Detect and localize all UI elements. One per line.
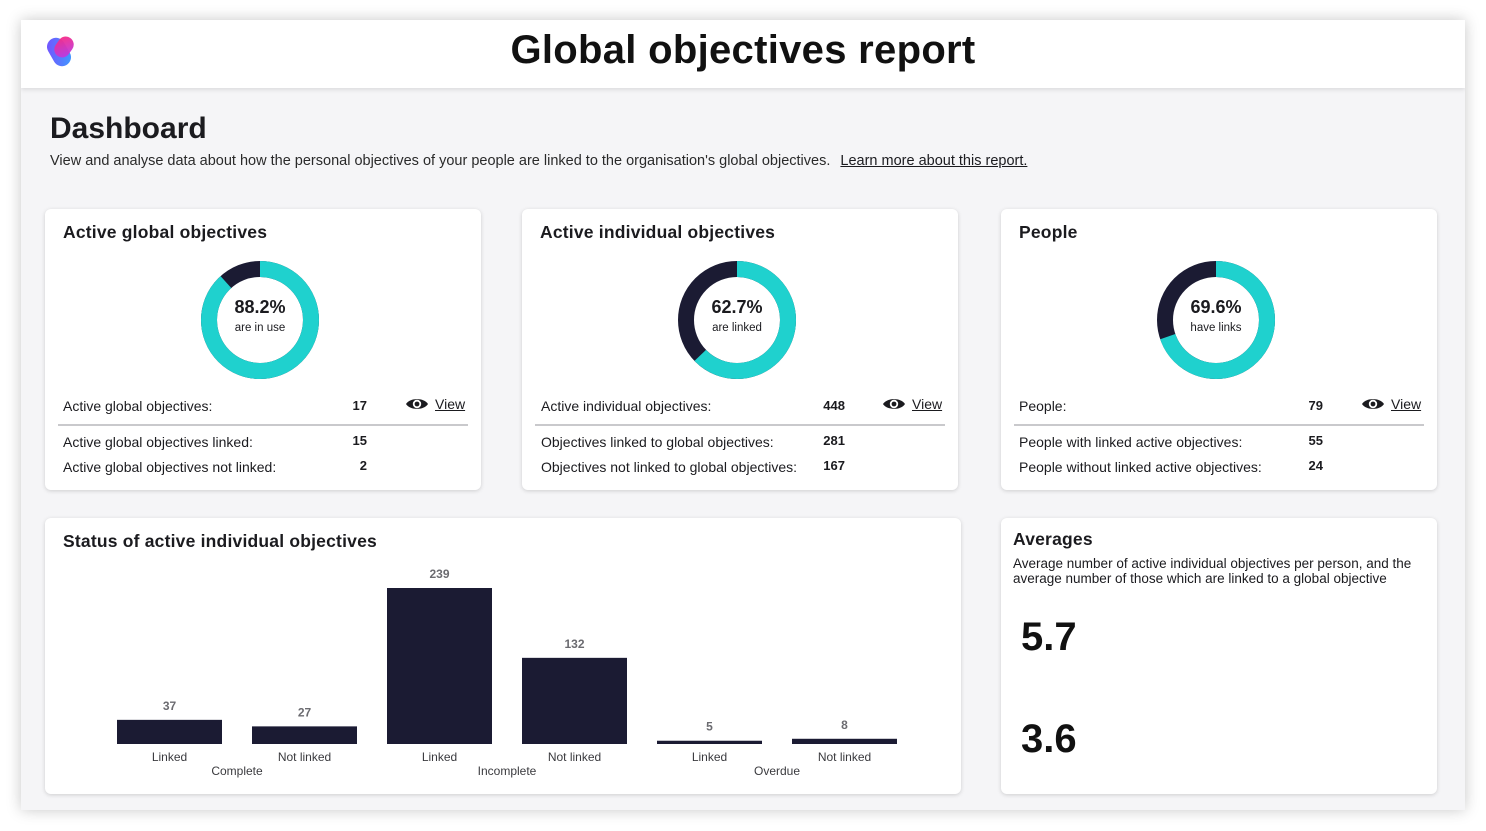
average-value-linked: 3.6 xyxy=(1021,717,1077,761)
card-active-global-objectives: Active global objectives 88.2% are in us… xyxy=(45,209,481,490)
bar xyxy=(522,657,627,744)
bar-category-label: Not linked xyxy=(278,750,331,764)
bar-value-label: 8 xyxy=(841,718,848,732)
bar xyxy=(792,738,897,744)
eye-icon xyxy=(406,399,428,409)
total-label: Active global objectives: xyxy=(63,398,213,414)
donut-caption: are in use xyxy=(234,322,286,334)
dashboard-description-text: View and analyse data about how the pers… xyxy=(50,153,831,169)
row-value: 167 xyxy=(823,458,845,473)
bar-value-label: 37 xyxy=(163,699,177,713)
total-label: People: xyxy=(1019,398,1067,414)
divider xyxy=(1014,424,1424,426)
group-label: Complete xyxy=(211,764,263,778)
card-averages: Averages Average number of active indivi… xyxy=(1001,518,1437,794)
view-label: View xyxy=(435,396,466,412)
bar-value-label: 27 xyxy=(298,705,312,719)
report-title: Global objectives report xyxy=(510,28,976,72)
row-label: People with linked active objectives: xyxy=(1019,434,1243,450)
donut-chart: 69.6% have links xyxy=(1156,260,1276,380)
donut-arc xyxy=(1157,261,1275,379)
bar-category-label: Not linked xyxy=(548,750,601,764)
bar xyxy=(657,740,762,744)
bar-value-label: 5 xyxy=(706,720,713,734)
row-label: Active global objectives linked: xyxy=(63,434,253,450)
report-frame: Global objectives report Dashboard View … xyxy=(21,20,1465,810)
donut-percent: 69.6% xyxy=(1190,297,1242,317)
bar xyxy=(117,719,222,744)
total-label: Active individual objectives: xyxy=(541,398,712,414)
dashboard-title: Dashboard xyxy=(50,112,207,145)
total-value: 448 xyxy=(823,398,845,413)
card-title: People xyxy=(1019,222,1078,242)
averages-description: Average number of active individual obje… xyxy=(1013,556,1412,586)
donut-chart: 62.7% are linked xyxy=(677,260,797,380)
donut-percent: 88.2% xyxy=(234,297,286,317)
card-title: Active individual objectives xyxy=(540,222,776,242)
dashboard-description: View and analyse data about how the pers… xyxy=(50,153,1027,169)
total-value: 17 xyxy=(352,398,367,413)
group-label: Overdue xyxy=(754,764,800,778)
card-active-individual-objectives: Active individual objectives 62.7% are l… xyxy=(522,209,958,490)
view-button[interactable]: View xyxy=(882,396,942,412)
donut-caption: have links xyxy=(1190,322,1242,334)
bar-value-label: 132 xyxy=(564,637,584,651)
chart-title: Status of active individual objectives xyxy=(63,531,377,551)
row-label: Objectives linked to global objectives: xyxy=(541,434,774,450)
divider xyxy=(58,424,468,426)
donut-percent: 62.7% xyxy=(711,297,763,317)
donut-arc xyxy=(678,261,796,379)
brand-logo-icon[interactable] xyxy=(47,34,81,74)
donut-chart: 88.2% are in use xyxy=(200,260,320,380)
bar-category-label: Linked xyxy=(152,750,187,764)
view-button[interactable]: View xyxy=(1361,396,1421,412)
bar-category-label: Linked xyxy=(422,750,457,764)
row-value: 55 xyxy=(1308,433,1323,448)
donut-caption: are linked xyxy=(712,322,762,334)
bar xyxy=(387,588,492,744)
learn-more-link[interactable]: Learn more about this report. xyxy=(840,153,1028,169)
view-label: View xyxy=(912,396,943,412)
row-value: 2 xyxy=(359,458,367,473)
total-value: 79 xyxy=(1308,398,1323,413)
status-bar-chart: 37 Linked 27 Not linked Complete 239 Linked 132… xyxy=(117,567,897,778)
row-label: Active global objectives not linked: xyxy=(63,459,277,475)
divider xyxy=(535,424,945,426)
row-label: Objectives not linked to global objectiv… xyxy=(541,459,798,475)
averages-title: Averages xyxy=(1013,529,1093,549)
bar-value-label: 239 xyxy=(429,567,449,581)
donut-arc xyxy=(201,261,319,379)
card-title: Active global objectives xyxy=(63,222,268,242)
card-status-chart: Status of active individual objectives 3… xyxy=(45,518,961,794)
row-value: 281 xyxy=(823,433,845,448)
average-value-objectives: 5.7 xyxy=(1021,615,1077,659)
eye-icon xyxy=(1362,399,1384,409)
view-label: View xyxy=(1391,396,1422,412)
bar xyxy=(252,726,357,744)
bar-category-label: Linked xyxy=(692,750,727,764)
report-header: Global objectives report xyxy=(21,20,1465,88)
card-people: People 69.6% have links People: 79 View … xyxy=(1001,209,1437,490)
eye-icon xyxy=(883,399,905,409)
view-button[interactable]: View xyxy=(405,396,465,412)
bar-category-label: Not linked xyxy=(818,750,871,764)
row-label: People without linked active objectives: xyxy=(1019,459,1262,475)
row-value: 24 xyxy=(1308,458,1323,473)
row-value: 15 xyxy=(352,433,367,448)
group-label: Incomplete xyxy=(478,764,537,778)
